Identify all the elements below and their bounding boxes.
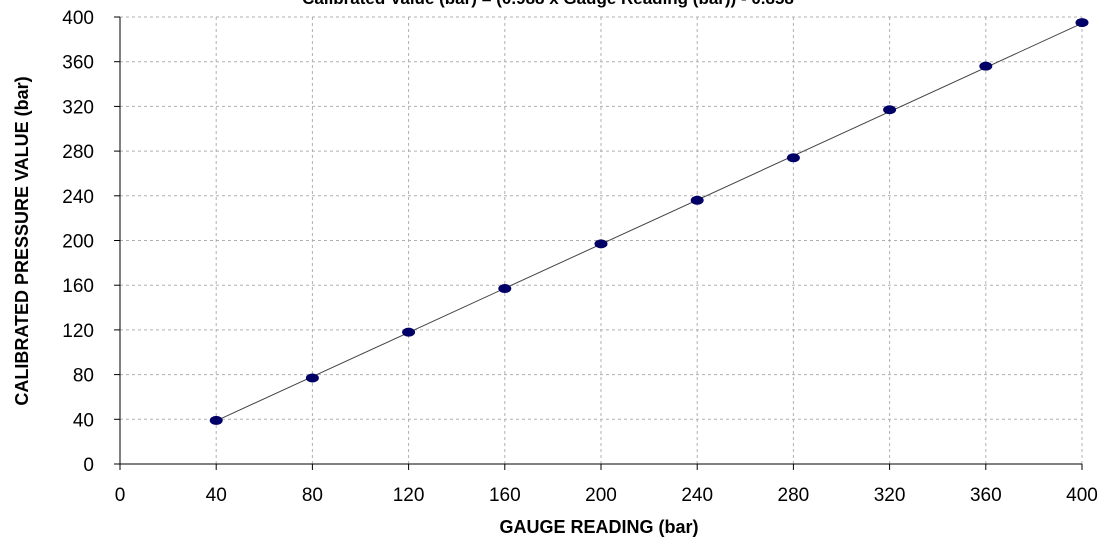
y-tick-label: 0 xyxy=(83,455,94,476)
data-point xyxy=(979,61,993,71)
x-tick-label: 200 xyxy=(585,485,617,506)
x-tick-label: 400 xyxy=(1066,485,1098,506)
x-tick-label: 280 xyxy=(778,485,810,506)
y-tick-label: 360 xyxy=(62,53,94,74)
y-tick-label: 40 xyxy=(73,410,94,431)
y-tick-label: 80 xyxy=(73,366,94,387)
x-axis-title: GAUGE READING (bar) xyxy=(499,517,698,537)
trendline xyxy=(215,22,1083,422)
data-point xyxy=(402,327,416,337)
y-tick-label: 400 xyxy=(62,8,94,29)
gridlines xyxy=(120,16,1083,464)
data-point xyxy=(209,415,223,425)
data-point xyxy=(305,373,319,383)
x-tick-label: 40 xyxy=(206,485,227,506)
trendline-group xyxy=(215,22,1083,422)
tick-labels: 0 40 80 120 160 200 240 280 320 360 400 0 40 80 120 160… xyxy=(62,8,1098,506)
x-tick-label: 80 xyxy=(302,485,323,506)
data-point xyxy=(883,105,897,115)
x-tick-label: 0 xyxy=(115,485,126,506)
y-tick-label: 320 xyxy=(62,97,94,118)
y-axis-title: CALIBRATED PRESSURE VALUE (bar) xyxy=(12,76,32,405)
data-point xyxy=(690,195,704,205)
data-point xyxy=(594,239,608,249)
y-tick-label: 200 xyxy=(62,232,94,253)
y-tick-label: 160 xyxy=(62,276,94,297)
y-tick-label: 240 xyxy=(62,187,94,208)
x-tick-label: 360 xyxy=(970,485,1002,506)
data-points xyxy=(209,18,1089,425)
x-tick-label: 160 xyxy=(489,485,521,506)
y-tick-label: 120 xyxy=(62,321,94,342)
x-tick-label: 320 xyxy=(874,485,906,506)
x-tick-label: 240 xyxy=(681,485,713,506)
axes xyxy=(114,16,1083,470)
data-point xyxy=(498,284,512,294)
data-point xyxy=(786,153,800,163)
y-tick-label: 280 xyxy=(62,142,94,163)
chart-title: Calibrated Value (bar) = (0.988 x Gauge … xyxy=(302,0,794,8)
data-point xyxy=(1075,18,1089,28)
x-tick-label: 120 xyxy=(393,485,425,506)
